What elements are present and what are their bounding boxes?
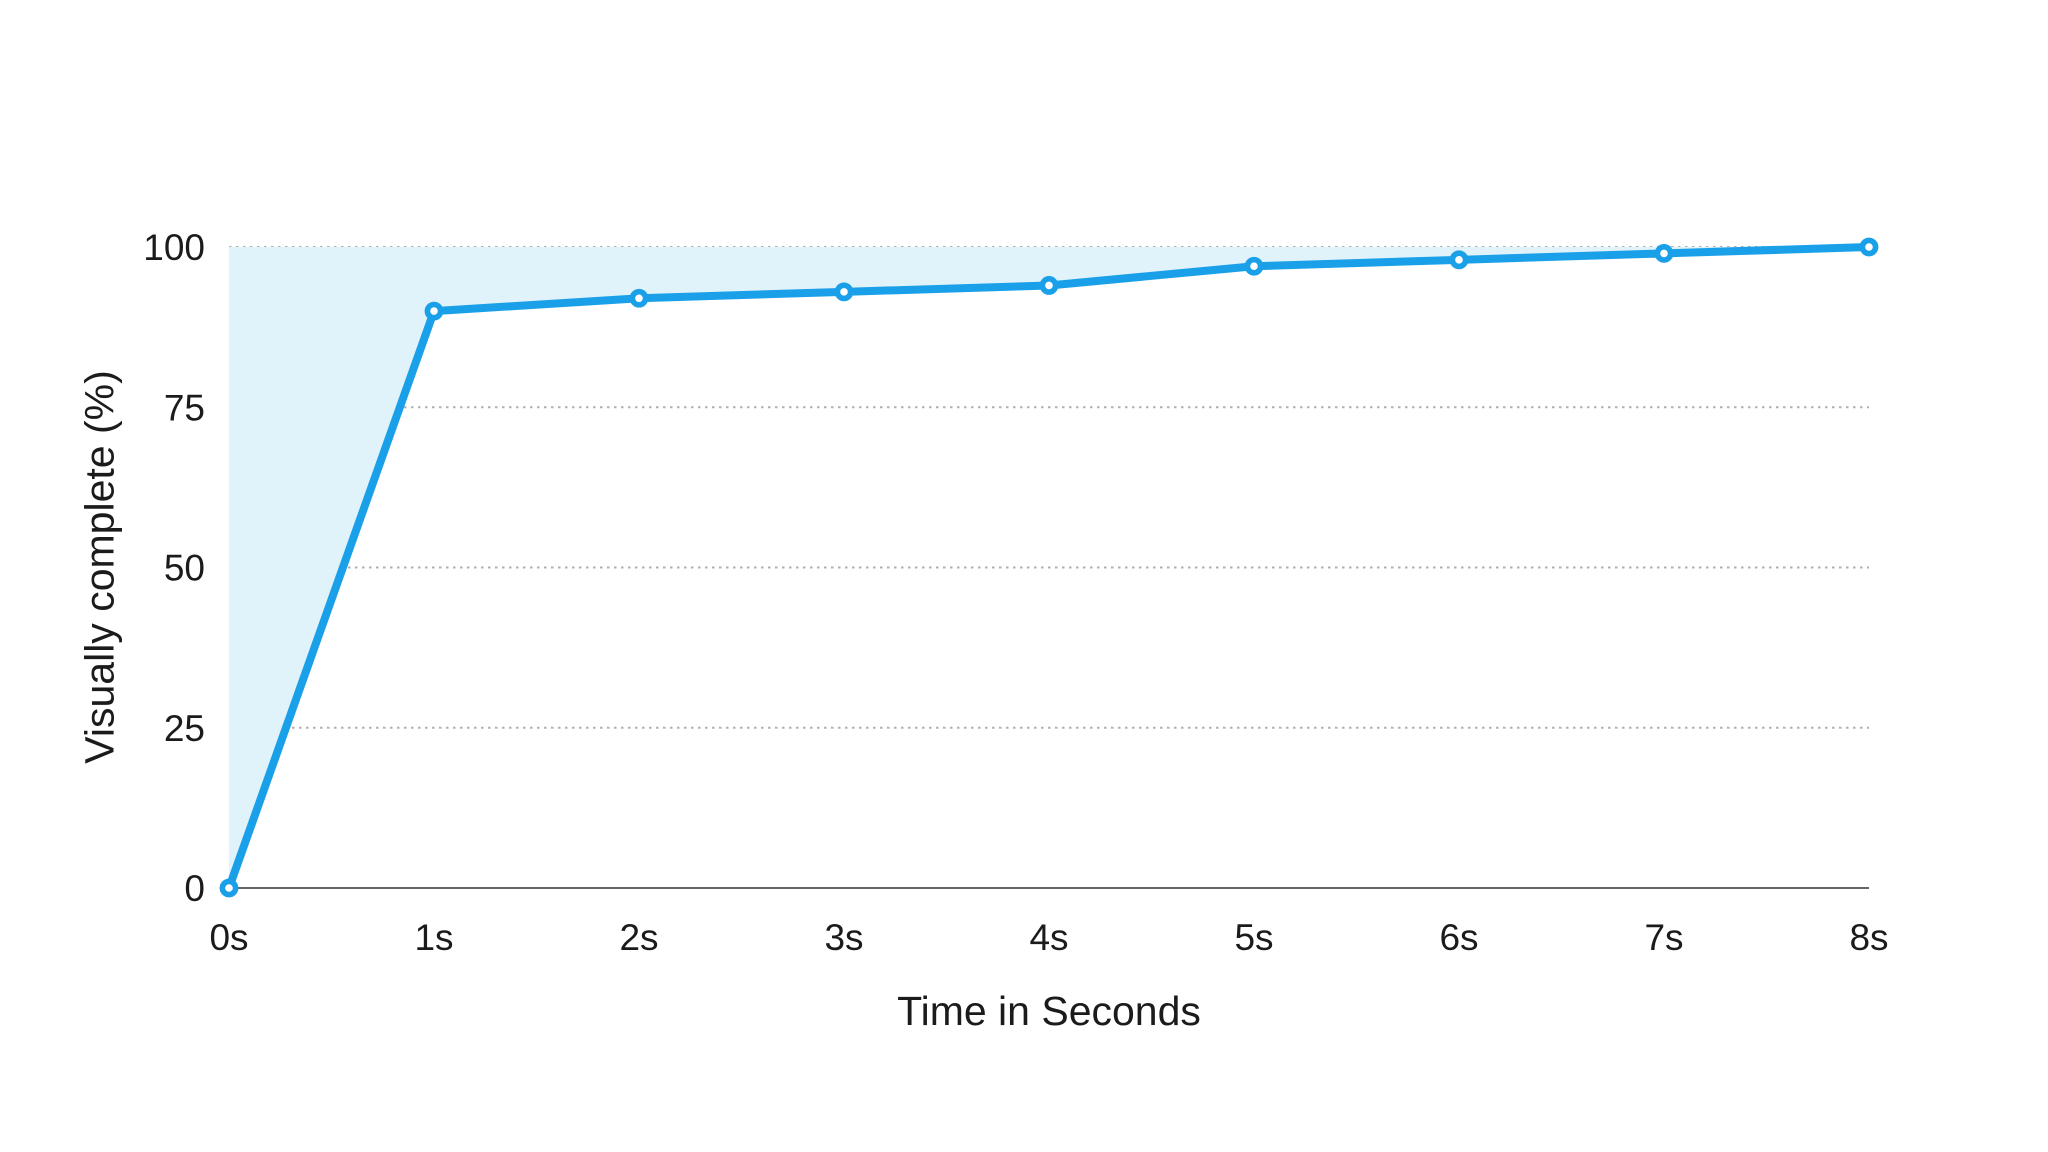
- x-tick-label-2s: 2s: [619, 917, 658, 958]
- y-tick-label-0: 0: [184, 868, 205, 909]
- data-point-marker-7s: [1654, 244, 1674, 263]
- area-fill-layer: [229, 247, 1869, 888]
- x-axis-title: Time in Seconds: [897, 988, 1201, 1034]
- data-point-markers-layer: [219, 237, 1879, 898]
- gridlines-layer: [229, 246, 1869, 729]
- x-tick-label-0s: 0s: [209, 917, 248, 958]
- data-point-marker-5s: [1244, 256, 1264, 276]
- x-tick-label-4s: 4s: [1029, 917, 1068, 958]
- data-point-marker-4s: [1039, 276, 1059, 295]
- data-point-marker-3s: [834, 282, 854, 302]
- area-fill: [229, 247, 1869, 888]
- y-tick-label-50: 50: [164, 548, 205, 589]
- x-tick-labels-layer: 0s 1s 2s 3s 4s 5s 6s 7s 8s: [209, 917, 1888, 958]
- y-tick-label-75: 75: [164, 387, 205, 428]
- data-point-marker-0s: [219, 878, 239, 898]
- x-tick-label-5s: 5s: [1234, 917, 1273, 958]
- y-tick-label-100: 100: [143, 227, 205, 268]
- data-point-marker-8s: [1859, 237, 1879, 257]
- x-tick-label-8s: 8s: [1849, 917, 1888, 958]
- data-point-marker-1s: [424, 301, 444, 321]
- x-tick-label-6s: 6s: [1439, 917, 1478, 958]
- x-tick-label-1s: 1s: [414, 917, 453, 958]
- x-tick-label-3s: 3s: [824, 917, 863, 958]
- x-tick-label-7s: 7s: [1644, 917, 1683, 958]
- y-tick-label-25: 25: [164, 708, 205, 749]
- y-axis-title: Visually complete (%): [76, 370, 123, 764]
- y-tick-labels-layer: 0 25 50 75 100: [143, 227, 205, 909]
- data-point-marker-2s: [629, 288, 649, 308]
- data-point-marker-6s: [1449, 250, 1469, 270]
